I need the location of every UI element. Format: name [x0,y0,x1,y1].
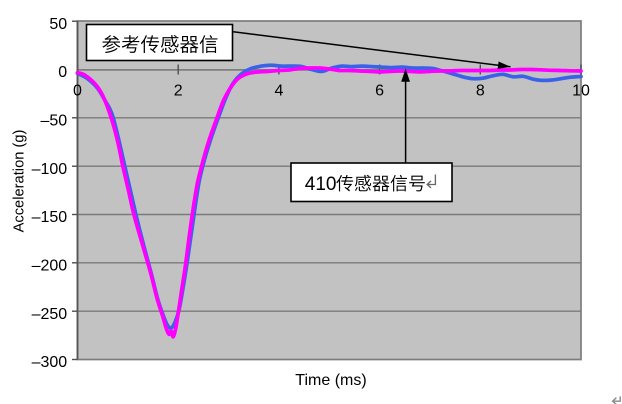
svg-text:Acceleration (g): Acceleration (g) [12,130,28,233]
svg-text:10: 10 [572,82,590,99]
svg-text:2: 2 [174,82,183,99]
svg-text:0: 0 [73,82,82,99]
svg-text:0: 0 [58,64,67,81]
svg-text:–100: –100 [32,161,68,178]
svg-text:4: 4 [274,82,283,99]
svg-text:Time (ms): Time (ms) [295,372,366,389]
svg-text:6: 6 [375,82,384,99]
svg-text:8: 8 [476,82,485,99]
svg-text:–50: –50 [40,113,67,130]
svg-text:–300: –300 [32,354,68,371]
svg-text:–250: –250 [32,306,68,323]
svg-text:–200: –200 [32,258,68,275]
svg-text:410: 410 [305,174,337,195]
svg-text:50: 50 [49,16,67,33]
svg-text:–150: –150 [32,209,68,226]
